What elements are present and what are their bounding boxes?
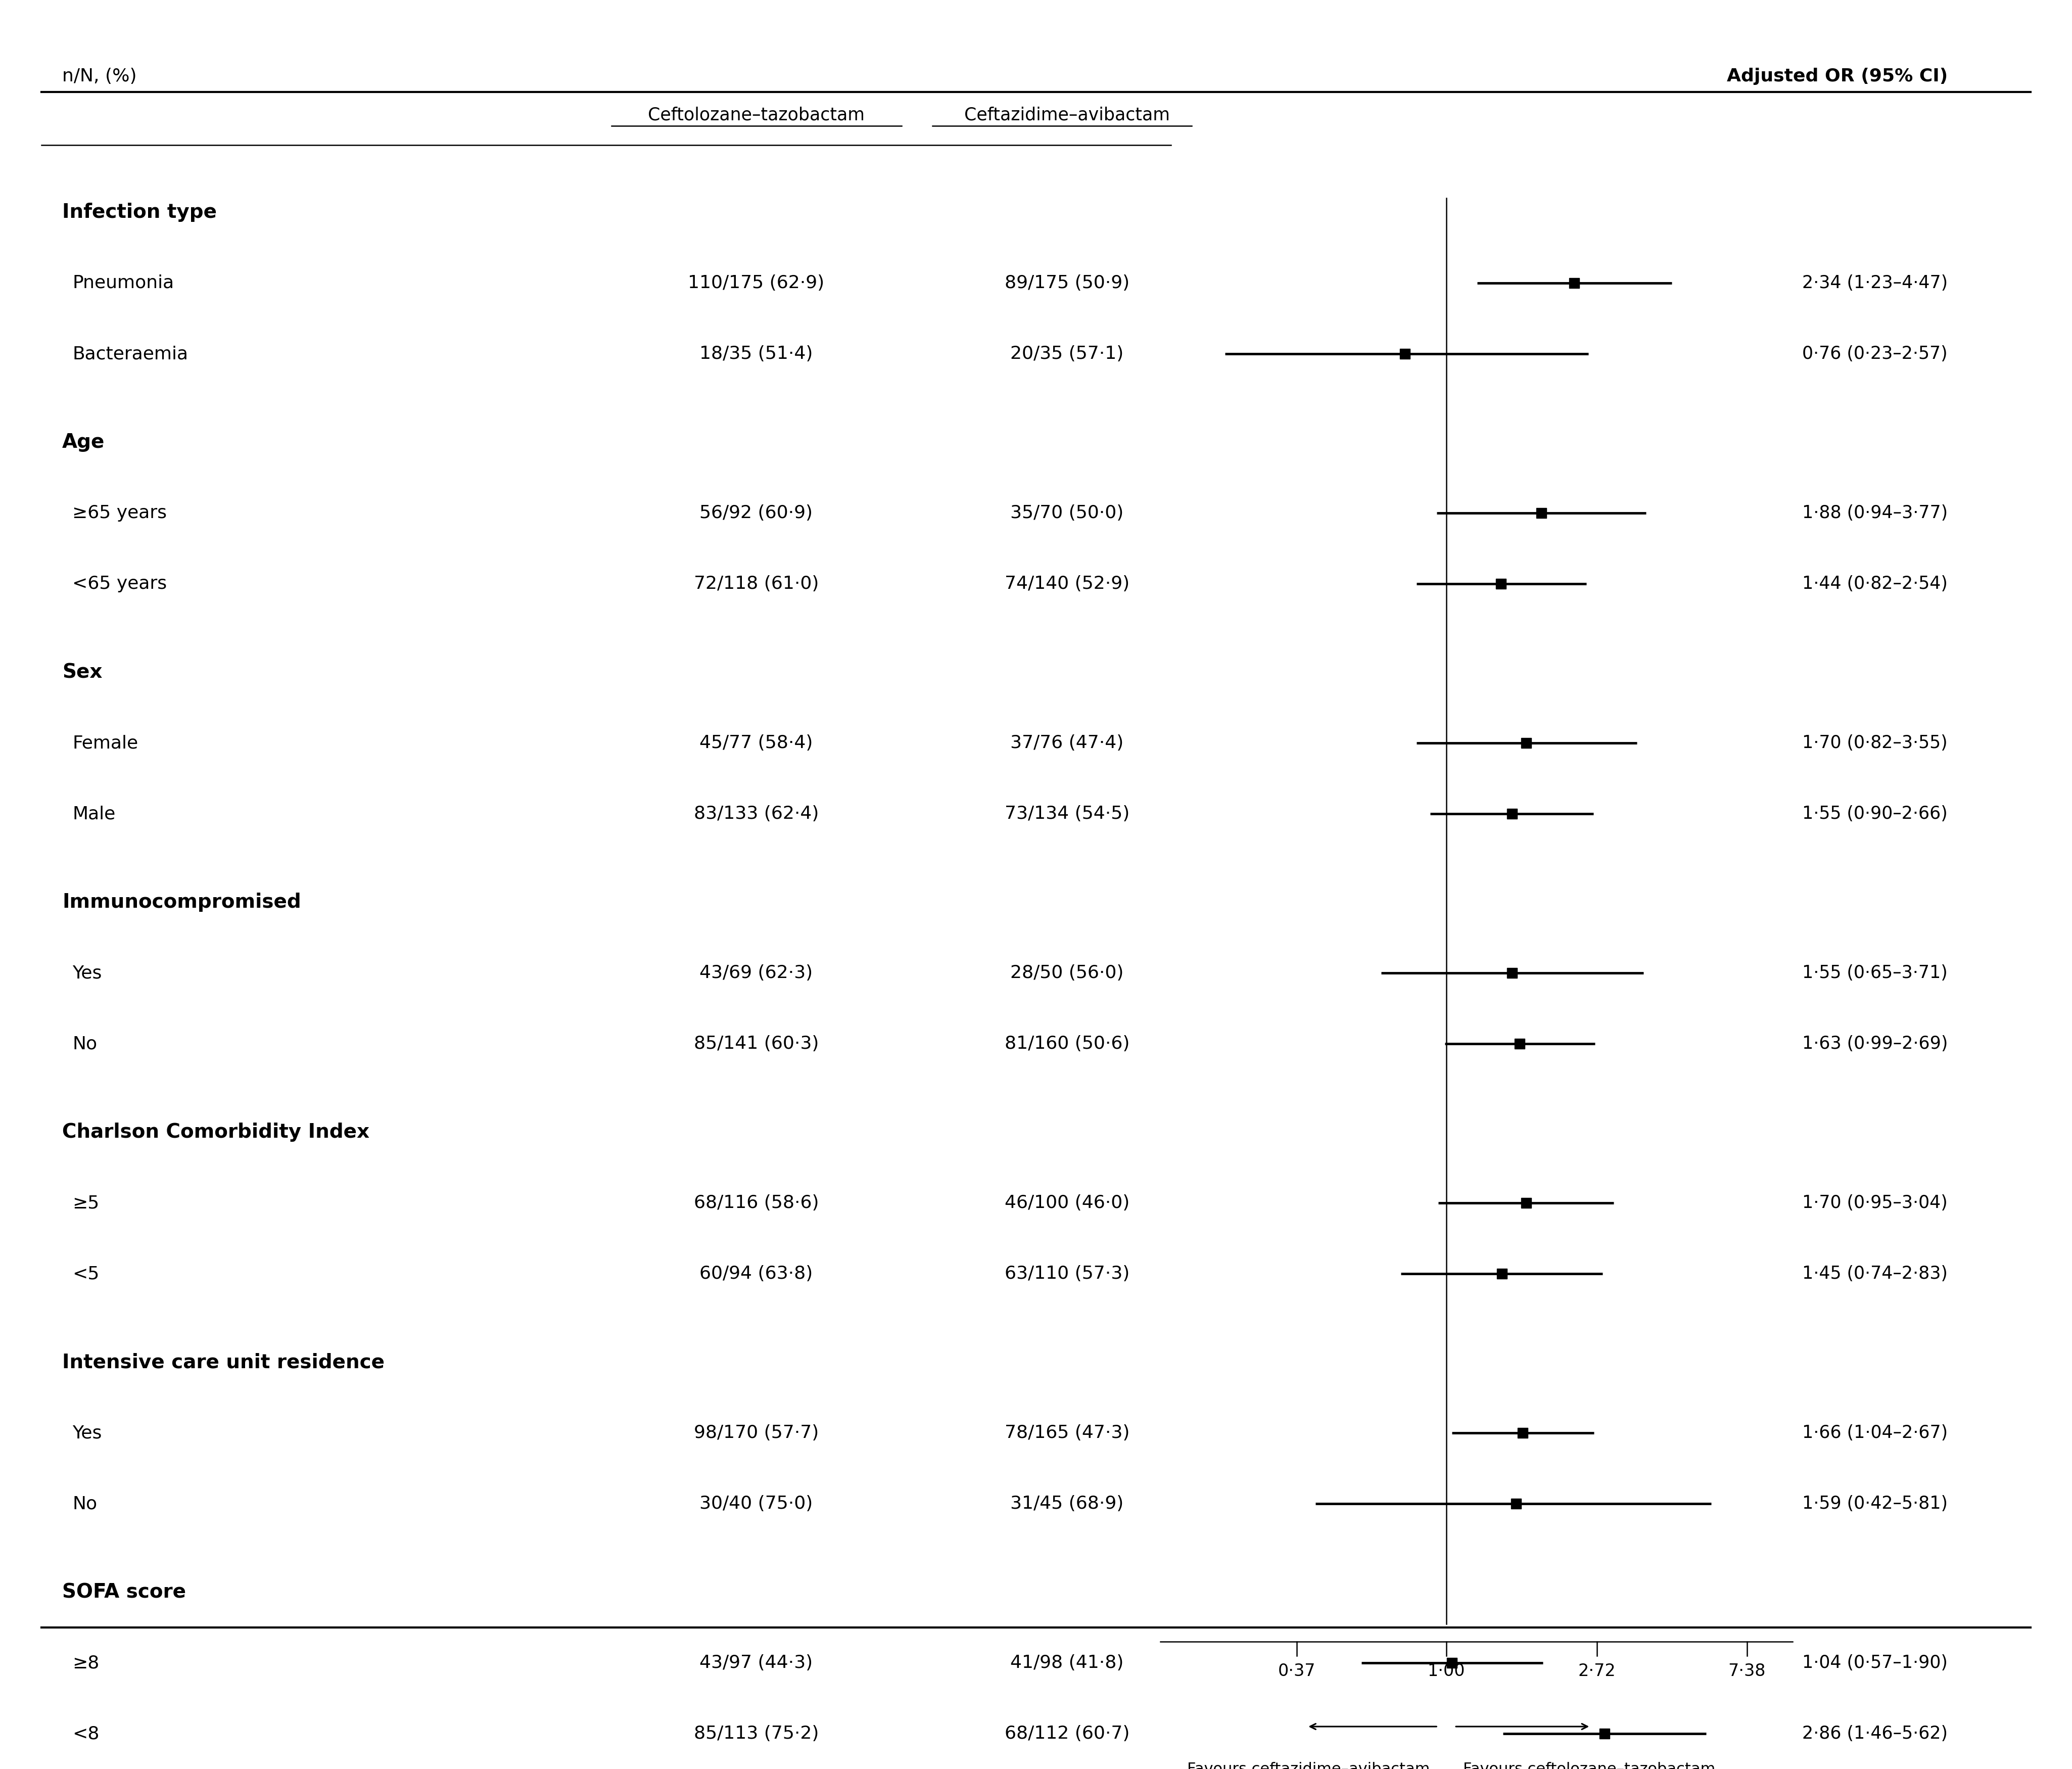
Text: Intensive care unit residence: Intensive care unit residence <box>62 1353 385 1371</box>
Text: 1·45 (0·74–2·83): 1·45 (0·74–2·83) <box>1803 1265 1948 1283</box>
Text: Sex: Sex <box>62 663 102 681</box>
Text: 31/45 (68·9): 31/45 (68·9) <box>1011 1495 1123 1512</box>
Text: Immunocompromised: Immunocompromised <box>62 893 300 911</box>
Text: 1·63 (0·99–2·69): 1·63 (0·99–2·69) <box>1803 1035 1948 1053</box>
Text: 1·04 (0·57–1·90): 1·04 (0·57–1·90) <box>1803 1654 1948 1672</box>
Text: SOFA score: SOFA score <box>62 1583 186 1601</box>
Text: <65 years: <65 years <box>73 575 168 593</box>
Text: 85/141 (60·3): 85/141 (60·3) <box>694 1035 818 1053</box>
Text: 1·70 (0·95–3·04): 1·70 (0·95–3·04) <box>1803 1194 1948 1212</box>
Text: 18/35 (51·4): 18/35 (51·4) <box>700 345 812 363</box>
Text: Ceftolozane–tazobactam: Ceftolozane–tazobactam <box>649 106 864 124</box>
Text: 35/70 (50·0): 35/70 (50·0) <box>1011 504 1123 522</box>
Text: 0·37: 0·37 <box>1278 1663 1316 1679</box>
Text: Ceftazidime–avibactam: Ceftazidime–avibactam <box>963 106 1171 124</box>
Text: 63/110 (57·3): 63/110 (57·3) <box>1005 1265 1129 1283</box>
Text: 68/112 (60·7): 68/112 (60·7) <box>1005 1725 1129 1742</box>
Text: 74/140 (52·9): 74/140 (52·9) <box>1005 575 1129 593</box>
Text: Bacteraemia: Bacteraemia <box>73 345 189 363</box>
Text: No: No <box>73 1035 97 1053</box>
Text: 28/50 (56·0): 28/50 (56·0) <box>1011 964 1123 982</box>
Text: 1·55 (0·90–2·66): 1·55 (0·90–2·66) <box>1803 805 1948 823</box>
Text: 78/165 (47·3): 78/165 (47·3) <box>1005 1424 1129 1442</box>
Text: No: No <box>73 1495 97 1512</box>
Text: 20/35 (57·1): 20/35 (57·1) <box>1011 345 1123 363</box>
Text: 56/92 (60·9): 56/92 (60·9) <box>700 504 812 522</box>
Text: Charlson Comorbidity Index: Charlson Comorbidity Index <box>62 1123 369 1141</box>
Text: 73/134 (54·5): 73/134 (54·5) <box>1005 805 1129 823</box>
Text: Yes: Yes <box>73 1424 102 1442</box>
Text: Age: Age <box>62 433 106 451</box>
Text: 2·34 (1·23–4·47): 2·34 (1·23–4·47) <box>1803 274 1948 292</box>
Text: 1·88 (0·94–3·77): 1·88 (0·94–3·77) <box>1803 504 1948 522</box>
Text: 45/77 (58·4): 45/77 (58·4) <box>700 734 812 752</box>
Text: <5: <5 <box>73 1265 99 1283</box>
Text: ≥5: ≥5 <box>73 1194 99 1212</box>
Text: n/N, (%): n/N, (%) <box>62 67 137 85</box>
Text: 1·66 (1·04–2·67): 1·66 (1·04–2·67) <box>1803 1424 1948 1442</box>
Text: Favours ceftazidime–avibactam: Favours ceftazidime–avibactam <box>1187 1762 1430 1769</box>
Text: 98/170 (57·7): 98/170 (57·7) <box>694 1424 818 1442</box>
Text: 2·72: 2·72 <box>1579 1663 1616 1679</box>
Text: 68/116 (58·6): 68/116 (58·6) <box>694 1194 818 1212</box>
Text: Female: Female <box>73 734 139 752</box>
Text: 1·55 (0·65–3·71): 1·55 (0·65–3·71) <box>1803 964 1948 982</box>
Text: Adjusted OR (95% CI): Adjusted OR (95% CI) <box>1726 67 1948 85</box>
Text: 43/97 (44·3): 43/97 (44·3) <box>700 1654 812 1672</box>
Text: <8: <8 <box>73 1725 99 1742</box>
Text: 2·86 (1·46–5·62): 2·86 (1·46–5·62) <box>1803 1725 1948 1742</box>
Text: Pneumonia: Pneumonia <box>73 274 174 292</box>
Text: 85/113 (75·2): 85/113 (75·2) <box>694 1725 818 1742</box>
Text: 7·38: 7·38 <box>1728 1663 1765 1679</box>
Text: 1·59 (0·42–5·81): 1·59 (0·42–5·81) <box>1803 1495 1948 1512</box>
Text: 83/133 (62·4): 83/133 (62·4) <box>694 805 818 823</box>
Text: ≥8: ≥8 <box>73 1654 99 1672</box>
Text: 1·70 (0·82–3·55): 1·70 (0·82–3·55) <box>1803 734 1948 752</box>
Text: Infection type: Infection type <box>62 203 218 221</box>
Text: 41/98 (41·8): 41/98 (41·8) <box>1011 1654 1123 1672</box>
Text: 72/118 (61·0): 72/118 (61·0) <box>694 575 818 593</box>
Text: 60/94 (63·8): 60/94 (63·8) <box>700 1265 812 1283</box>
Text: 110/175 (62·9): 110/175 (62·9) <box>688 274 825 292</box>
Text: 0·76 (0·23–2·57): 0·76 (0·23–2·57) <box>1803 345 1948 363</box>
Text: 81/160 (50·6): 81/160 (50·6) <box>1005 1035 1129 1053</box>
Text: 89/175 (50·9): 89/175 (50·9) <box>1005 274 1129 292</box>
Text: 1·44 (0·82–2·54): 1·44 (0·82–2·54) <box>1803 575 1948 593</box>
Text: Male: Male <box>73 805 116 823</box>
Text: 30/40 (75·0): 30/40 (75·0) <box>700 1495 812 1512</box>
Text: 1·00: 1·00 <box>1428 1663 1465 1679</box>
Text: Yes: Yes <box>73 964 102 982</box>
Text: 43/69 (62·3): 43/69 (62·3) <box>700 964 812 982</box>
Text: 46/100 (46·0): 46/100 (46·0) <box>1005 1194 1129 1212</box>
Text: 37/76 (47·4): 37/76 (47·4) <box>1011 734 1123 752</box>
Text: ≥65 years: ≥65 years <box>73 504 168 522</box>
Text: Favours ceftolozane–tazobactam: Favours ceftolozane–tazobactam <box>1463 1762 1716 1769</box>
